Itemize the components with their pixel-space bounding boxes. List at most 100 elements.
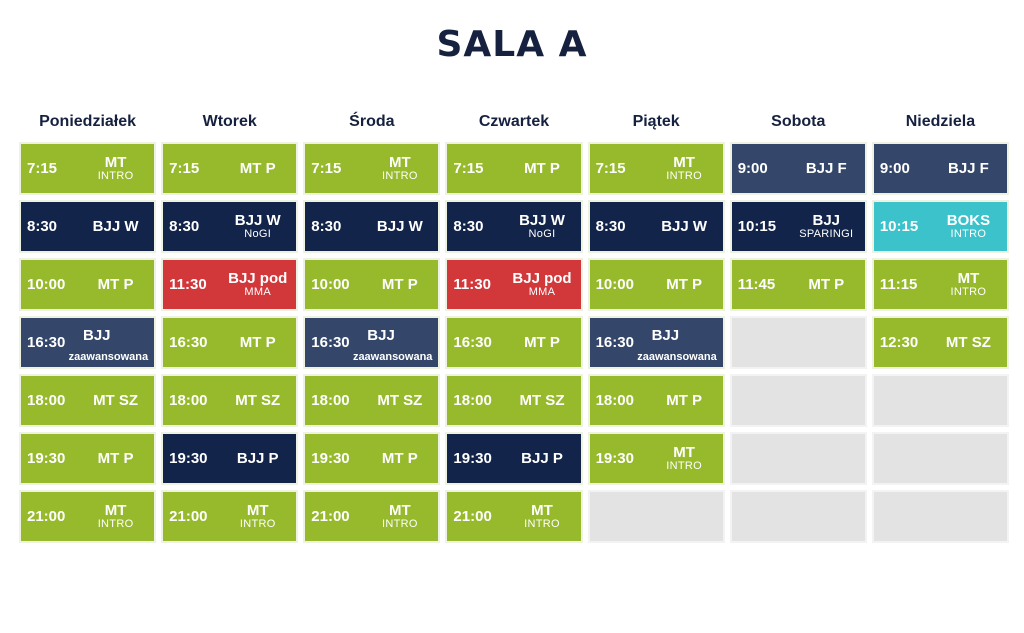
empty-slot bbox=[587, 490, 725, 543]
class-slot[interactable]: 21:00 MT INTRO bbox=[303, 490, 441, 543]
class-name: MT bbox=[673, 443, 695, 461]
class-slot[interactable]: 21:00 MT INTRO bbox=[19, 490, 157, 543]
class-slot[interactable]: 7:15 MT INTRO bbox=[19, 142, 157, 195]
class-slot[interactable]: 19:30 BJJ P bbox=[161, 432, 299, 485]
class-slot[interactable]: 18:00 MT SZ bbox=[19, 374, 157, 427]
class-slot[interactable]: 19:30 MT P bbox=[303, 432, 441, 485]
class-info: MT P bbox=[794, 276, 859, 293]
empty-slot bbox=[729, 374, 867, 427]
class-time: 19:30 bbox=[595, 450, 634, 467]
class-slot[interactable]: 10:00 MT P bbox=[303, 258, 441, 311]
day-header: Niedziela bbox=[905, 113, 976, 130]
class-slot[interactable]: 19:30 MT P bbox=[19, 432, 157, 485]
class-name: MT P bbox=[524, 333, 560, 351]
class-slot[interactable]: 18:00 MT SZ bbox=[445, 374, 583, 427]
class-slot[interactable]: 8:30 BJJ W bbox=[587, 200, 725, 253]
class-time: 8:30 bbox=[311, 218, 342, 235]
class-slot[interactable]: 11:15 MT INTRO bbox=[871, 258, 1009, 311]
empty-slot bbox=[729, 490, 867, 543]
class-name: MT bbox=[104, 501, 127, 519]
class-info: MT INTRO bbox=[83, 155, 148, 182]
class-name: BJJ bbox=[367, 326, 395, 344]
class-slot[interactable]: 11:30 BJJ pod MMA bbox=[161, 258, 299, 311]
class-info: MT INTRO bbox=[367, 155, 432, 182]
class-time: 21:00 bbox=[169, 508, 208, 525]
class-info: MT SZ bbox=[367, 392, 432, 409]
class-slot[interactable]: 16:30 BJJ zaawansowana bbox=[587, 316, 725, 369]
class-time: 11:15 bbox=[879, 276, 918, 293]
class-slot[interactable]: 18:00 MT P bbox=[587, 374, 725, 427]
class-slot[interactable]: 9:00 BJJ F bbox=[871, 142, 1009, 195]
class-slot[interactable]: 11:30 BJJ pod MMA bbox=[445, 258, 583, 311]
class-slot[interactable]: 10:15 BJJ SPARINGI bbox=[729, 200, 867, 253]
class-slot[interactable]: 9:00 BJJ F bbox=[729, 142, 867, 195]
class-info: MT P bbox=[652, 276, 717, 293]
class-slot[interactable]: 11:45 MT P bbox=[729, 258, 867, 311]
day-column: Czwartek 7:15 MT P 8:30 BJJ W NoGI 11:30 BJJ po… bbox=[445, 106, 583, 543]
class-name: MT SZ bbox=[93, 391, 139, 409]
class-subtitle: INTRO bbox=[97, 169, 134, 182]
class-name: MT P bbox=[239, 333, 276, 351]
class-name: BJJ bbox=[812, 211, 841, 229]
class-name: MT SZ bbox=[235, 391, 281, 409]
class-slot[interactable]: 10:15 BOKS INTRO bbox=[871, 200, 1009, 253]
class-time: 7:15 bbox=[453, 160, 484, 177]
class-time: 8:30 bbox=[595, 218, 626, 235]
class-slot[interactable]: 21:00 MT INTRO bbox=[445, 490, 583, 543]
class-name: MT bbox=[957, 269, 980, 287]
class-slot[interactable]: 8:30 BJJ W NoGI bbox=[445, 200, 583, 253]
class-info: MT INTRO bbox=[367, 503, 432, 530]
class-slot[interactable]: 18:00 MT SZ bbox=[303, 374, 441, 427]
class-info: MT P bbox=[367, 450, 432, 467]
class-time: 10:15 bbox=[737, 218, 777, 235]
class-subtitle: INTRO bbox=[381, 517, 418, 530]
class-info: BJJ W bbox=[83, 217, 148, 235]
day-header: Środa bbox=[349, 113, 395, 130]
class-slot[interactable]: 7:15 MT P bbox=[445, 142, 583, 195]
class-slot[interactable]: 7:15 MT P bbox=[161, 142, 299, 195]
class-time: 19:30 bbox=[27, 450, 66, 467]
class-slot[interactable]: 10:00 MT P bbox=[587, 258, 725, 311]
class-slot[interactable]: 8:30 BJJ W NoGI bbox=[161, 200, 299, 253]
class-info: BJJ bbox=[83, 327, 148, 344]
class-name: BJJ pod bbox=[228, 269, 288, 287]
day-header: Czwartek bbox=[478, 113, 550, 130]
class-slot[interactable]: 16:30 BJJ zaawansowana bbox=[303, 316, 441, 369]
class-slot[interactable]: 21:00 MT INTRO bbox=[161, 490, 299, 543]
class-slot[interactable]: 10:00 MT P bbox=[19, 258, 157, 311]
class-info: MT SZ bbox=[225, 391, 290, 409]
class-subtitle: INTRO bbox=[524, 517, 560, 530]
class-slot[interactable]: 19:30 MT INTRO bbox=[587, 432, 725, 485]
class-name: MT bbox=[389, 153, 411, 171]
class-info: BJJ W NoGI bbox=[509, 213, 574, 240]
class-time: 7:15 bbox=[169, 160, 200, 177]
class-slot[interactable]: 12:30 MT SZ bbox=[871, 316, 1009, 369]
page-title: SALA A bbox=[436, 24, 588, 65]
class-slot[interactable]: 8:30 BJJ W bbox=[303, 200, 441, 253]
class-time: 16:30 bbox=[595, 334, 634, 351]
day-column: Środa 7:15 MT INTRO 8:30 BJJ W 10:00 MT P 16:30 B… bbox=[303, 106, 441, 543]
class-slot[interactable]: 7:15 MT INTRO bbox=[303, 142, 441, 195]
class-subtitle: NoGI bbox=[244, 227, 272, 240]
class-info: BJJ W bbox=[652, 218, 717, 235]
class-slot[interactable]: 8:30 BJJ W bbox=[19, 200, 157, 253]
class-slot[interactable]: 7:15 MT INTRO bbox=[587, 142, 725, 195]
class-subtitle: INTRO bbox=[381, 169, 418, 182]
class-subtitle: INTRO bbox=[666, 169, 702, 182]
class-slot[interactable]: 16:30 MT P bbox=[445, 316, 583, 369]
class-name: MT SZ bbox=[945, 333, 991, 351]
class-time: 10:00 bbox=[311, 276, 350, 293]
class-info: MT P bbox=[83, 276, 148, 293]
class-name: BJJ bbox=[651, 326, 680, 344]
class-slot[interactable]: 16:30 BJJ zaawansowana bbox=[19, 316, 157, 369]
class-time: 16:30 bbox=[169, 334, 208, 351]
class-slot[interactable]: 18:00 MT SZ bbox=[161, 374, 299, 427]
class-slot[interactable]: 16:30 MT P bbox=[161, 316, 299, 369]
class-name: BJJ W bbox=[92, 217, 139, 235]
class-info: MT P bbox=[509, 160, 574, 177]
class-slot[interactable]: 19:30 BJJ P bbox=[445, 432, 583, 485]
class-info: MT INTRO bbox=[936, 271, 1001, 298]
class-info: MT P bbox=[225, 333, 290, 351]
class-info: BOKS INTRO bbox=[936, 213, 1001, 240]
class-info: MT INTRO bbox=[652, 445, 717, 472]
